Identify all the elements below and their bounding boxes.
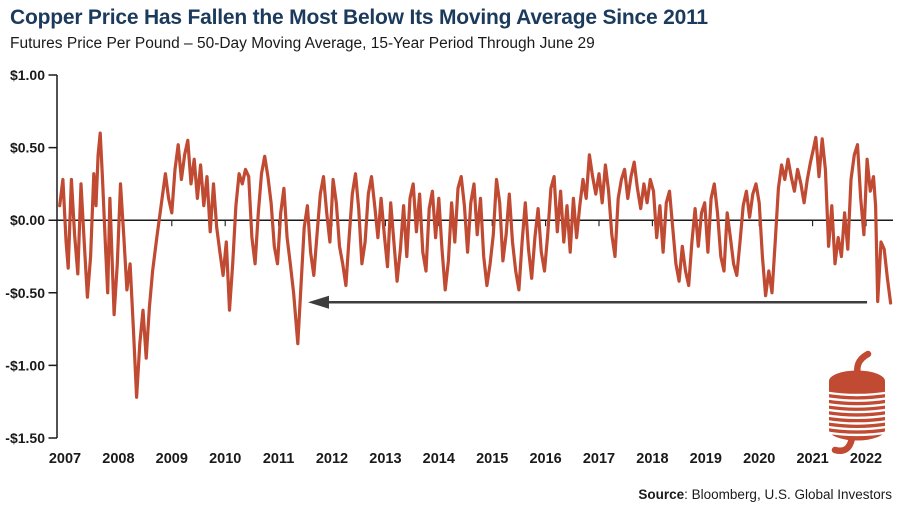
source-attribution: Source: Bloomberg, U.S. Global Investors	[638, 487, 892, 502]
x-axis-year-label: 2007	[49, 451, 81, 467]
x-axis-year-label: 2009	[156, 451, 188, 467]
x-axis-year-label: 2022	[850, 451, 882, 467]
x-axis-year-label: 2012	[316, 451, 348, 467]
x-axis-year-label: 2019	[690, 451, 722, 467]
x-axis-year-label: 2008	[102, 451, 134, 467]
coil-ring-gaps	[825, 391, 889, 437]
source-label: Source	[638, 487, 685, 502]
y-axis-tick-label: -$0.50	[5, 285, 45, 301]
x-axis-year-label: 2011	[263, 451, 294, 467]
x-axis-year-label: 2017	[583, 451, 615, 467]
y-axis-tick-label: $0.50	[10, 140, 45, 156]
y-axis-tick-label: $0.00	[10, 212, 45, 228]
source-text: : Bloomberg, U.S. Global Investors	[684, 487, 892, 502]
x-axis-year-label: 2014	[423, 451, 455, 467]
chart-title: Copper Price Has Fallen the Most Below I…	[10, 6, 708, 29]
chart-subtitle: Futures Price Per Pound – 50-Day Moving …	[10, 35, 595, 52]
x-axis-year-label: 2016	[529, 451, 561, 467]
copper-coil-icon	[825, 350, 889, 454]
price-deviation-line	[58, 131, 893, 399]
y-axis-tick-label: -$1.00	[5, 357, 45, 373]
y-axis-tick-label: -$1.50	[5, 430, 45, 446]
coil-top	[829, 370, 885, 392]
x-axis-year-label: 2020	[743, 451, 775, 467]
x-axis-year-label: 2021	[796, 451, 828, 467]
x-axis-year-label: 2010	[209, 451, 241, 467]
x-axis-year-label: 2013	[369, 451, 401, 467]
coil-bottom-wire-end	[831, 434, 856, 454]
y-axis-tick-label: $1.00	[10, 67, 45, 83]
x-axis-year-label: 2018	[636, 451, 668, 467]
comparison-arrow-head	[307, 295, 329, 309]
y-axis	[48, 74, 58, 439]
x-axis-year-label: 2015	[476, 451, 508, 467]
